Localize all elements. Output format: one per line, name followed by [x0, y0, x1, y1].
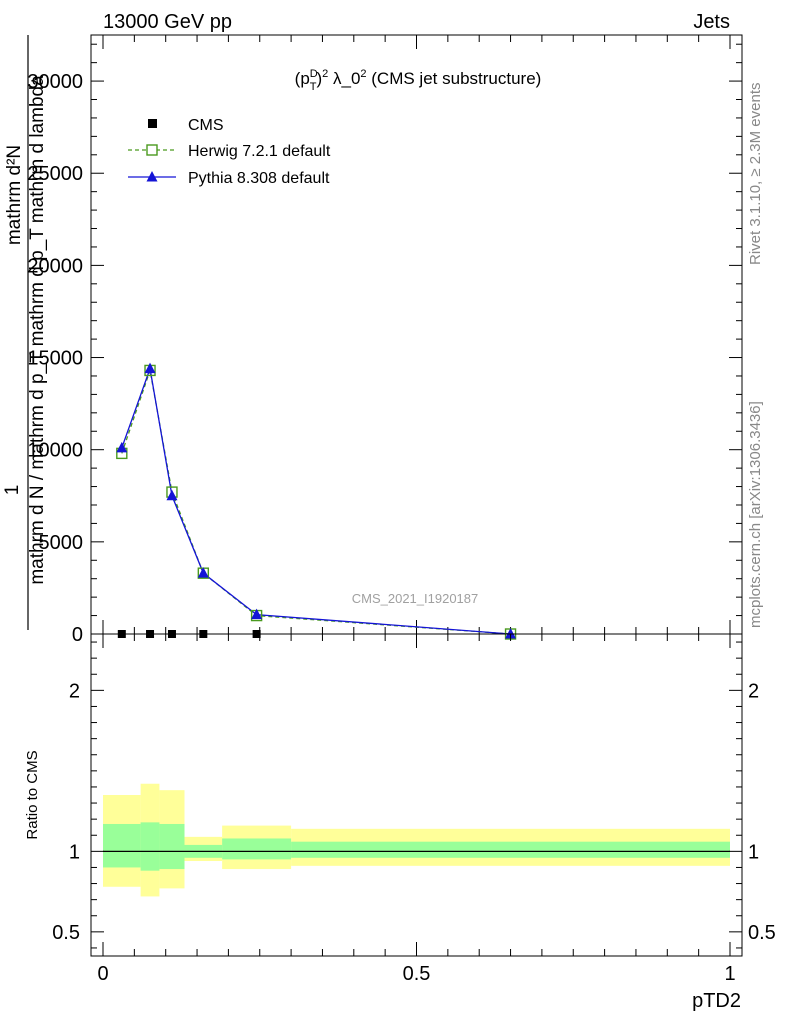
ratio-inner-band — [103, 823, 141, 868]
x-tick-label: 0 — [97, 963, 108, 985]
legend: CMS Herwig 7.2.1 default Pythia 8.308 defa… — [128, 117, 331, 187]
plot-title: (pD T)2 λ_02 (CMS jet substructure) — [295, 68, 542, 93]
pythia-data-point — [505, 628, 517, 639]
ratio-y-tick-label: 1 — [69, 841, 80, 863]
ratio-inner-band — [159, 823, 185, 870]
ratio-y-tick-label-right: 0.5 — [748, 922, 776, 944]
legend-label: Pythia 8.308 default — [188, 170, 330, 187]
x-tick-label: 1 — [724, 963, 735, 985]
energy-label: 13000 GeV pp — [103, 11, 232, 33]
series-line-herwig — [121, 367, 511, 635]
x-tick-label: 0.5 — [403, 963, 431, 985]
pythia-data-point — [116, 441, 128, 453]
legend-label: CMS — [188, 117, 224, 134]
main-y-tick-label: 10000 — [27, 440, 83, 462]
ratio-y-tick-label: 2 — [69, 680, 80, 702]
main-axis-ticks: 0 5000 10000 15000 20000 25000 30000 — [27, 35, 742, 646]
legend-pythia-marker — [146, 171, 158, 182]
ratio-inner-band — [222, 838, 292, 860]
watermark: CMS_2021_I1920187 — [352, 591, 479, 606]
x-axis-label: pTD2 — [692, 990, 741, 1012]
process-label: Jets — [693, 11, 730, 33]
pythia-data-point — [166, 489, 178, 501]
series-line-pythia — [121, 366, 511, 635]
legend-cms-marker — [148, 119, 157, 128]
ratio-axis-ticks: 0.5 0.5 1 1 2 2 0 0.5 1 — [52, 634, 776, 985]
main-y-tick-label: 25000 — [27, 163, 83, 185]
side-label-mcplots: mcplots.cern.ch [arXiv:1306.3436] — [747, 401, 764, 628]
pythia-data-point — [144, 362, 156, 374]
main-y-tick-label: 15000 — [27, 348, 83, 370]
main-series-group — [116, 362, 517, 640]
main-y-tick-label: 0 — [72, 624, 83, 646]
ratio-inner-band — [291, 841, 730, 858]
legend-label: Herwig 7.2.1 default — [188, 143, 331, 160]
main-y-tick-label: 20000 — [27, 255, 83, 277]
y-axis-label-one: 1 — [2, 485, 23, 496]
ratio-y-axis-label: Ratio to CMS — [24, 750, 41, 839]
ratio-inner-band — [140, 822, 160, 871]
pythia-data-point — [251, 608, 263, 620]
ratio-y-tick-label: 0.5 — [52, 922, 80, 944]
y-axis-label-top: mathrm d²N — [4, 145, 25, 245]
y-axis-label-bottom: mathrm d N / mathrm d p_T mathrm d p_T m… — [27, 75, 48, 585]
pythia-data-point — [197, 567, 209, 578]
ratio-y-tick-label-right: 2 — [748, 680, 759, 702]
main-y-tick-label: 30000 — [27, 71, 83, 93]
ratio-bands — [103, 783, 730, 897]
side-label-rivet: Rivet 3.1.10, ≥ 2.3M events — [747, 83, 764, 266]
main-y-tick-label: 5000 — [39, 532, 84, 554]
ratio-y-tick-label-right: 1 — [748, 841, 759, 863]
ratio-plot-frame — [90, 633, 743, 957]
legend-herwig-marker — [146, 144, 158, 156]
